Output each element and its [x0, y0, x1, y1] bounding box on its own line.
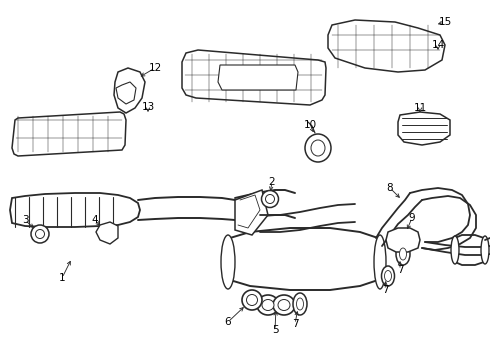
Text: 13: 13 [142, 102, 155, 112]
Text: 7: 7 [397, 265, 403, 275]
Text: 7: 7 [382, 285, 388, 295]
Polygon shape [398, 112, 450, 145]
Ellipse shape [296, 298, 303, 310]
Polygon shape [235, 190, 268, 235]
Polygon shape [96, 222, 118, 244]
Text: 11: 11 [414, 103, 427, 113]
Polygon shape [386, 228, 420, 252]
Ellipse shape [257, 295, 279, 315]
Polygon shape [328, 20, 445, 72]
Ellipse shape [481, 236, 489, 264]
Ellipse shape [273, 295, 295, 315]
Ellipse shape [262, 190, 278, 207]
Text: 10: 10 [303, 120, 317, 130]
Text: 1: 1 [59, 273, 65, 283]
Ellipse shape [35, 230, 45, 239]
Ellipse shape [262, 300, 274, 310]
Polygon shape [452, 235, 487, 265]
Polygon shape [114, 68, 145, 113]
Ellipse shape [246, 294, 258, 306]
Text: 2: 2 [269, 177, 275, 187]
Ellipse shape [278, 300, 290, 310]
Ellipse shape [451, 236, 459, 264]
Text: 12: 12 [148, 63, 162, 73]
Ellipse shape [305, 134, 331, 162]
Ellipse shape [31, 225, 49, 243]
Ellipse shape [385, 270, 392, 282]
Text: 7: 7 [292, 319, 298, 329]
Ellipse shape [293, 293, 307, 315]
Polygon shape [226, 228, 382, 290]
Text: 4: 4 [92, 215, 98, 225]
Polygon shape [116, 82, 136, 104]
Text: 14: 14 [431, 40, 444, 50]
Polygon shape [10, 193, 140, 227]
Text: 3: 3 [22, 215, 28, 225]
Text: 15: 15 [439, 17, 452, 27]
Polygon shape [182, 50, 326, 105]
Ellipse shape [399, 248, 407, 260]
Text: 8: 8 [387, 183, 393, 193]
Ellipse shape [374, 235, 386, 289]
Ellipse shape [396, 243, 410, 265]
Text: 5: 5 [271, 325, 278, 335]
Text: 9: 9 [409, 213, 416, 223]
Ellipse shape [242, 290, 262, 310]
Ellipse shape [311, 140, 325, 156]
Polygon shape [12, 112, 126, 156]
Ellipse shape [266, 194, 274, 203]
Polygon shape [218, 65, 298, 90]
Ellipse shape [221, 235, 235, 289]
Text: 6: 6 [225, 317, 231, 327]
Ellipse shape [382, 266, 394, 286]
